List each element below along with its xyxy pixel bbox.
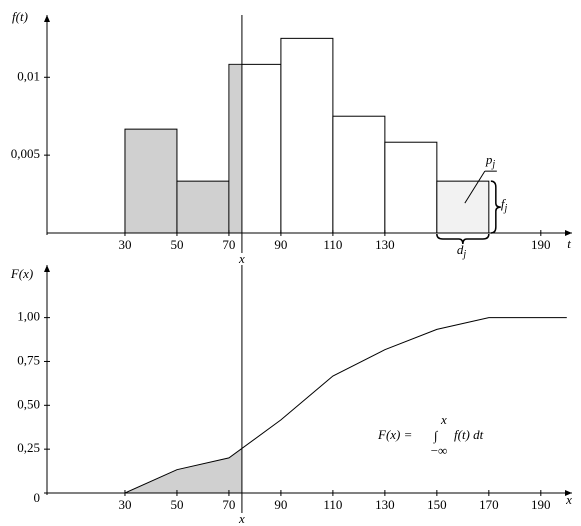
x-tick-label: 50 xyxy=(170,497,183,512)
y-axis-arrow xyxy=(44,265,50,272)
width-label-base: d xyxy=(457,242,464,257)
area-label: pj xyxy=(485,152,496,170)
histogram-bar xyxy=(436,180,490,234)
marker-label: x xyxy=(238,511,245,526)
y-tick-label: 0,75 xyxy=(17,352,40,367)
y-tick-label: 0,005 xyxy=(11,146,40,161)
y-tick-label: 0,25 xyxy=(17,440,40,455)
height-brace xyxy=(490,180,501,234)
height-label-index: j xyxy=(502,203,507,214)
histogram-bar xyxy=(384,141,438,234)
shaded-part xyxy=(229,64,242,234)
x-axis-arrow xyxy=(565,490,572,496)
histogram-bar xyxy=(332,115,386,234)
x-axis-label: t xyxy=(567,236,571,251)
x-tick-label: 190 xyxy=(531,497,551,512)
x-tick-label: 50 xyxy=(170,237,183,252)
width-brace xyxy=(436,233,490,245)
shaded-area xyxy=(124,448,242,493)
x-tick-label: 110 xyxy=(323,237,342,252)
y-axis-label: F(x) xyxy=(10,266,33,281)
x-tick-label: 130 xyxy=(375,497,395,512)
area-leader xyxy=(464,170,486,204)
x-tick-label: 150 xyxy=(427,497,447,512)
x-tick-label: 110 xyxy=(323,497,342,512)
height-label-base: f xyxy=(501,196,507,211)
x-axis-arrow xyxy=(565,230,572,236)
formula-integrand: f(t) dt xyxy=(454,427,484,442)
area-label-base: p xyxy=(485,152,493,167)
x-tick-label: 30 xyxy=(118,497,131,512)
x-tick-label: 90 xyxy=(274,497,287,512)
formula-upper: x xyxy=(440,412,447,427)
width-label-index: j xyxy=(461,249,466,260)
histogram-bar xyxy=(280,37,334,234)
marker-label: x xyxy=(238,251,245,266)
formula-lower: −∞ xyxy=(431,443,448,458)
y-tick-label: 0,50 xyxy=(17,396,40,411)
x-tick-label: 30 xyxy=(118,237,131,252)
height-label: fj xyxy=(501,196,508,214)
x-tick-label: 170 xyxy=(479,497,499,512)
x-tick-label: 70 xyxy=(222,497,235,512)
x-tick-label: 70 xyxy=(222,237,235,252)
x-tick-label: 190 xyxy=(531,237,551,252)
histogram-bar xyxy=(176,180,230,234)
y-tick-label: 0,01 xyxy=(17,68,40,83)
histogram-bar xyxy=(124,128,178,234)
y-axis-arrow xyxy=(44,15,50,22)
area-label-index: j xyxy=(490,159,495,170)
x-tick-label: 130 xyxy=(375,237,395,252)
formula-lhs: F(x) = xyxy=(377,427,412,442)
formula-sign: ∫ xyxy=(433,428,439,444)
x-axis-label: x xyxy=(565,492,572,507)
width-label: dj xyxy=(457,242,467,260)
y-tick-label: 1,00 xyxy=(17,309,40,324)
y-axis-label: f(t) xyxy=(12,9,28,24)
cdf-line xyxy=(47,317,567,494)
x-tick-label: 90 xyxy=(274,237,287,252)
y-tick-label: 0 xyxy=(34,490,41,505)
